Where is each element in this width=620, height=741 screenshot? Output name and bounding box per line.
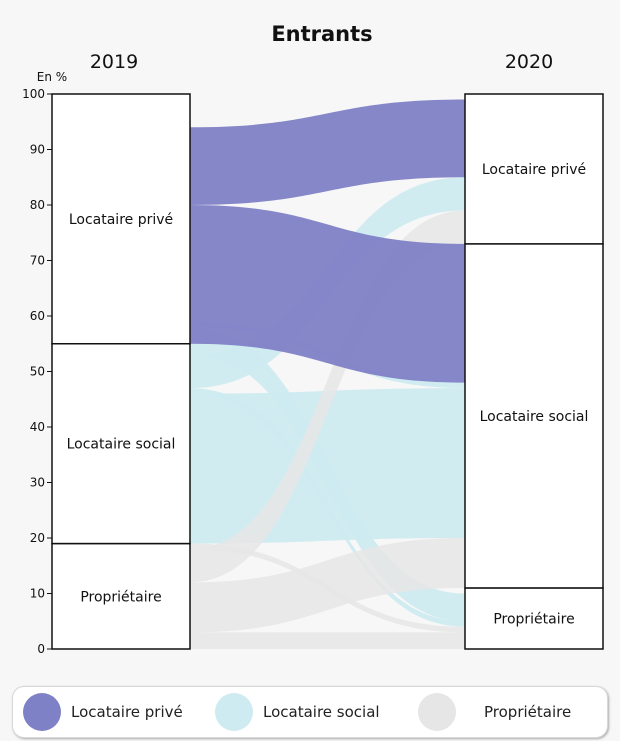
flow-locataire-prive-to-locataire-prive — [190, 99, 465, 205]
flow-proprietaire-to-proprietaire — [190, 632, 465, 649]
y-tick-label: 30 — [30, 476, 45, 490]
flow-proprietaire-to-locataire-prive — [190, 210, 465, 583]
flows-layer — [190, 99, 465, 649]
left-node-label: Locataire privé — [69, 212, 173, 228]
right-node-label: Propriétaire — [493, 611, 574, 627]
y-tick-label: 0 — [37, 642, 45, 656]
chart-title: Entrants — [271, 22, 372, 46]
unit-label: En % — [37, 70, 67, 84]
y-tick-label: 20 — [30, 531, 45, 545]
y-tick-label: 60 — [30, 309, 45, 323]
flow-locataire-social-to-proprietaire — [190, 388, 465, 627]
left-node-locataire-social — [51, 343, 191, 545]
right-node-locataire-social — [464, 243, 604, 589]
left-node-locataire-prive — [51, 93, 191, 345]
y-tick-label: 80 — [30, 198, 45, 212]
left-node-label: Locataire social — [67, 437, 176, 453]
legend-item-locataire-social[interactable]: Locataire social — [215, 687, 380, 737]
flow-locataire-social-to-proprietaire — [190, 327, 465, 622]
right-node-label: Locataire privé — [482, 162, 586, 178]
y-tick-label: 90 — [30, 143, 45, 157]
flow-proprietaire-to-proprietaire — [190, 543, 465, 633]
legend: Locataire privé Locataire social Proprié… — [12, 686, 608, 738]
legend-swatch — [215, 693, 253, 731]
right-node-label: Locataire social — [480, 409, 589, 425]
left-node-label: Propriétaire — [80, 589, 161, 605]
right-node-proprietaire — [464, 587, 604, 650]
legend-label: Propriétaire — [484, 703, 572, 721]
y-tick-label: 10 — [30, 587, 45, 601]
legend-label: Locataire privé — [71, 703, 183, 721]
right-node-locataire-prive — [464, 93, 604, 245]
y-tick-label: 70 — [30, 254, 45, 268]
y-tick-label: 50 — [30, 365, 45, 379]
nodes-layer: Propriétaire Locataire social Locataire pr… — [51, 93, 604, 650]
legend-item-locataire-prive[interactable]: Locataire privé — [23, 687, 183, 737]
y-tick-label: 100 — [22, 87, 45, 101]
legend-label: Locataire social — [263, 703, 380, 721]
y-tick-label: 40 — [30, 420, 45, 434]
sankey-chart: Entrants 2019 2020 En % 0 10 20 30 40 50 60 70 8… — [22, 22, 604, 656]
left-node-proprietaire — [51, 542, 191, 650]
legend-swatch — [23, 693, 61, 731]
legend-item-proprietaire[interactable]: Propriétaire — [418, 687, 571, 737]
legend-swatch — [418, 693, 456, 731]
y-axis: 0 10 20 30 40 50 60 70 80 90 100 — [22, 87, 53, 656]
flow-locataire-prive-to-locataire-social — [190, 205, 465, 383]
right-year-label: 2020 — [505, 51, 553, 73]
left-year-label: 2019 — [90, 51, 138, 73]
